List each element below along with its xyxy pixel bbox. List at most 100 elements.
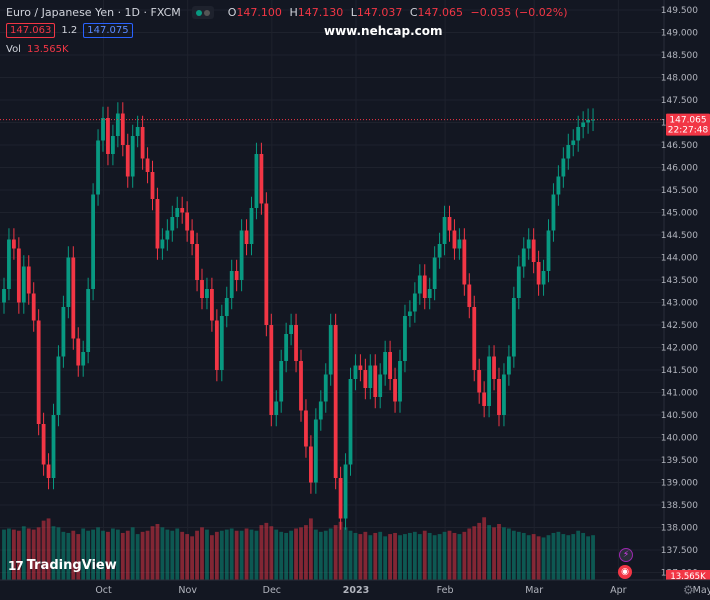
volume-bar — [284, 532, 289, 580]
volume-bar — [115, 529, 120, 580]
volume-bar — [135, 534, 140, 580]
candle-body — [591, 119, 595, 121]
price-tick-label: 146.000 — [661, 164, 698, 174]
bid-button[interactable]: 147.063 — [6, 23, 56, 38]
candle-body — [586, 119, 590, 123]
candle-body — [507, 356, 511, 375]
volume-legend: Vol 13.565K — [6, 44, 69, 55]
time-axis[interactable] — [0, 580, 710, 600]
candle-body — [130, 136, 135, 177]
volume-bar — [581, 532, 586, 580]
candle-body — [403, 316, 407, 361]
candle-body — [101, 118, 105, 141]
price-axis[interactable] — [664, 0, 710, 580]
volume-bar — [219, 530, 224, 580]
volume-bar — [422, 530, 427, 580]
volume-last-badge: 13.565K — [666, 570, 710, 582]
volume-bar — [2, 529, 6, 580]
volume-bar — [96, 527, 100, 580]
volume-bar — [111, 528, 115, 580]
volume-bar — [437, 534, 442, 580]
volume-bar — [214, 531, 219, 580]
dots-icon[interactable] — [192, 6, 215, 19]
volume-bar — [452, 532, 457, 580]
tradingview-logo[interactable]: 17 TradingView — [8, 558, 117, 573]
volume-bar — [482, 517, 487, 580]
volume-bar — [318, 531, 323, 580]
volume-bar — [66, 532, 71, 580]
volume-bar — [328, 528, 333, 580]
volume-bar — [61, 531, 66, 580]
high-label: H — [289, 6, 298, 19]
volume-bars — [2, 517, 595, 580]
candle-body — [2, 289, 6, 303]
volume-bar — [338, 521, 343, 580]
candle-body — [86, 289, 91, 352]
candle-body — [135, 127, 140, 136]
volume-bar — [521, 532, 526, 580]
volume-bar — [274, 529, 279, 580]
volume-bar — [393, 532, 397, 580]
alarm-icon[interactable]: ◉ — [618, 565, 632, 579]
gear-icon[interactable]: ⚙ — [683, 583, 694, 597]
tradingview-logo-icon: 17 — [8, 558, 24, 573]
volume-bar — [289, 530, 293, 580]
last-price-label: 147.065 — [669, 116, 706, 126]
candle-body — [115, 113, 120, 136]
candle-body — [7, 239, 11, 289]
volume-bar — [462, 531, 467, 580]
volume-bar — [81, 528, 86, 580]
volume-bar — [101, 530, 105, 580]
volume-bar — [249, 529, 254, 580]
volume-bar — [205, 529, 209, 580]
candle-body — [234, 271, 239, 280]
volume-value: 13.565K — [26, 44, 69, 55]
candle-body — [224, 298, 229, 316]
volume-bar — [165, 529, 170, 580]
volume-bar — [576, 530, 581, 580]
candle-body — [219, 316, 224, 370]
candle-body — [120, 113, 125, 145]
volume-bar — [507, 528, 511, 580]
volume-bar — [140, 531, 145, 580]
price-tick-label: 137.500 — [661, 546, 698, 556]
volume-bar — [432, 535, 437, 580]
candle-body — [338, 478, 343, 519]
volume-bar — [170, 530, 175, 580]
volume-bar — [210, 535, 214, 580]
candle-body — [576, 127, 581, 141]
volume-bar — [195, 530, 199, 580]
ask-button[interactable]: 147.075 — [83, 23, 133, 38]
price-tick-label: 148.000 — [661, 74, 698, 84]
candle-body — [561, 158, 566, 177]
volume-label[interactable]: Vol — [6, 44, 21, 55]
candle-body — [408, 311, 412, 316]
close-value: 147.065 — [417, 6, 464, 19]
candle-body — [249, 208, 254, 244]
candle-body — [76, 338, 81, 366]
volume-bar — [586, 536, 590, 580]
price-tick-label: 142.500 — [661, 321, 698, 331]
volume-bar — [442, 531, 447, 580]
candle-body — [12, 239, 16, 249]
symbol-title[interactable]: Euro / Japanese Yen · 1D · FXCM — [6, 6, 181, 19]
flash-icon[interactable]: ⚡ — [619, 548, 633, 562]
candle-body — [160, 239, 165, 249]
candle-body — [66, 257, 71, 307]
volume-bar — [234, 530, 239, 580]
candle-body — [487, 356, 491, 406]
volume-bar — [145, 530, 150, 580]
candle-body — [511, 298, 516, 357]
volume-bar — [323, 530, 328, 580]
price-tick-label: 143.000 — [661, 299, 698, 309]
volume-bar — [516, 531, 521, 580]
candle-body — [467, 284, 472, 307]
candle-body — [531, 239, 536, 262]
candle-body — [190, 230, 194, 244]
volume-bar — [269, 526, 274, 580]
price-tick-label: 141.000 — [661, 389, 698, 399]
candle-body — [432, 257, 437, 289]
volume-bar — [190, 536, 194, 580]
volume-last-label: 13.565K — [670, 572, 706, 582]
